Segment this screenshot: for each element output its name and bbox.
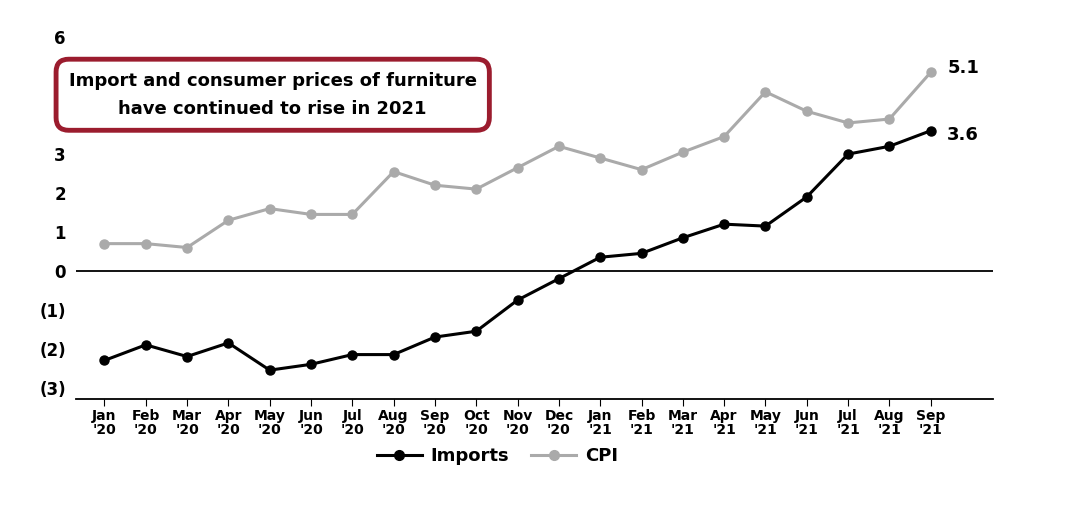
Text: '20: '20 (464, 423, 488, 437)
Text: Apr: Apr (215, 409, 242, 423)
Legend: Imports, CPI: Imports, CPI (369, 440, 626, 473)
Text: '20: '20 (217, 423, 241, 437)
Text: Aug: Aug (874, 409, 904, 423)
Text: Oct: Oct (463, 409, 490, 423)
Text: '21: '21 (712, 423, 736, 437)
Text: Jul: Jul (838, 409, 858, 423)
Text: '21: '21 (919, 423, 943, 437)
Text: Jul: Jul (342, 409, 363, 423)
Text: Feb: Feb (132, 409, 160, 423)
Text: '20: '20 (258, 423, 282, 437)
Text: Feb: Feb (627, 409, 656, 423)
Text: '20: '20 (382, 423, 406, 437)
Text: Jun: Jun (299, 409, 324, 423)
Text: '20: '20 (299, 423, 323, 437)
Text: Nov: Nov (503, 409, 533, 423)
Text: Sep: Sep (916, 409, 945, 423)
Text: '21: '21 (588, 423, 612, 437)
Text: '20: '20 (506, 423, 530, 437)
Text: Sep: Sep (420, 409, 450, 423)
Text: '20: '20 (547, 423, 571, 437)
Text: Apr: Apr (710, 409, 738, 423)
Text: Aug: Aug (379, 409, 409, 423)
Text: '21: '21 (753, 423, 777, 437)
Text: May: May (254, 409, 286, 423)
Text: Mar: Mar (668, 409, 698, 423)
Text: 5.1: 5.1 (947, 59, 979, 77)
Text: Dec: Dec (544, 409, 574, 423)
Text: 3.6: 3.6 (947, 125, 979, 143)
Text: '20: '20 (341, 423, 365, 437)
Text: Jan: Jan (588, 409, 613, 423)
Text: '21: '21 (671, 423, 695, 437)
Text: Jun: Jun (794, 409, 819, 423)
Text: '20: '20 (175, 423, 199, 437)
Text: May: May (750, 409, 781, 423)
Text: '21: '21 (795, 423, 819, 437)
Text: Mar: Mar (172, 409, 202, 423)
Text: '20: '20 (134, 423, 158, 437)
Text: '21: '21 (629, 423, 654, 437)
Text: '20: '20 (423, 423, 447, 437)
Text: '21: '21 (877, 423, 901, 437)
Text: Import and consumer prices of furniture
have continued to rise in 2021: Import and consumer prices of furniture … (69, 72, 477, 118)
Text: Jan: Jan (92, 409, 117, 423)
Text: '21: '21 (836, 423, 860, 437)
Text: '20: '20 (93, 423, 117, 437)
